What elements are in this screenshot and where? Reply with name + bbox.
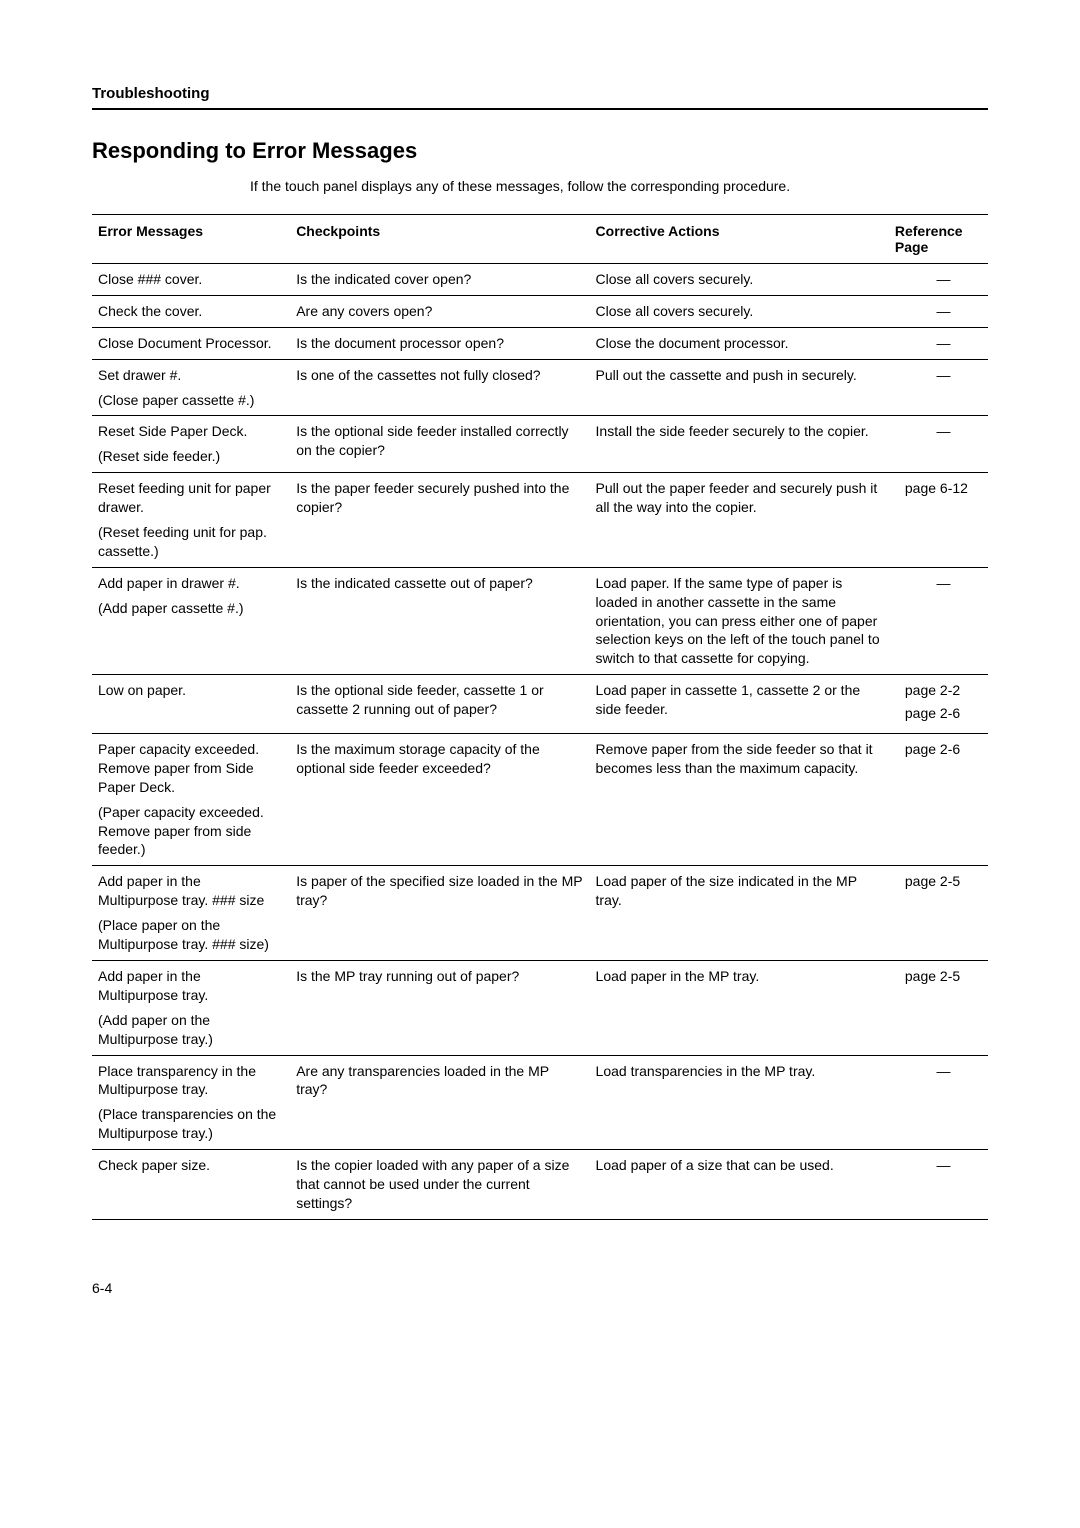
table-row: Reset feeding unit for paper drawer. (Re…: [92, 473, 988, 568]
cell-ref: page 6-12: [889, 473, 988, 568]
table-row: Close Document Processor. Is the documen…: [92, 327, 988, 359]
cell-chk: Is the optional side feeder, cassette 1 …: [290, 675, 589, 734]
cell-msg: Low on paper.: [92, 675, 290, 734]
intro-text: If the touch panel displays any of these…: [250, 178, 988, 194]
cell-act: Load paper of a size that can be used.: [590, 1150, 889, 1220]
cell-msg: Add paper in the Multipurpose tray. ### …: [92, 866, 290, 961]
table-row: Add paper in drawer #. (Add paper casset…: [92, 567, 988, 674]
cell-msg: Add paper in drawer #. (Add paper casset…: [92, 567, 290, 674]
cell-msg: Check paper size.: [92, 1150, 290, 1220]
cell-act: Remove paper from the side feeder so tha…: [590, 734, 889, 866]
cell-chk: Is the indicated cassette out of paper?: [290, 567, 589, 674]
cell-ref: —: [889, 416, 988, 473]
table-row: Check the cover. Are any covers open? Cl…: [92, 295, 988, 327]
table-row: Place transparency in the Multipurpose t…: [92, 1055, 988, 1150]
cell-act: Load paper of the size indicated in the …: [590, 866, 889, 961]
cell-ref: —: [889, 1055, 988, 1150]
cell-chk: Is the copier loaded with any paper of a…: [290, 1150, 589, 1220]
cell-ref: —: [889, 567, 988, 674]
cell-ref: —: [889, 1150, 988, 1220]
cell-act: Load transparencies in the MP tray.: [590, 1055, 889, 1150]
cell-act: Load paper in the MP tray.: [590, 960, 889, 1055]
cell-act: Close all covers securely.: [590, 264, 889, 296]
cell-chk: Is one of the cassettes not fully closed…: [290, 359, 589, 416]
cell-ref: page 2-5: [889, 866, 988, 961]
table-header-row: Error Messages Checkpoints Corrective Ac…: [92, 215, 988, 264]
cell-msg: Add paper in the Multipurpose tray. (Add…: [92, 960, 290, 1055]
cell-act: Load paper. If the same type of paper is…: [590, 567, 889, 674]
cell-ref: page 2-6: [889, 734, 988, 866]
col-header-actions: Corrective Actions: [590, 215, 889, 264]
cell-msg: Reset feeding unit for paper drawer. (Re…: [92, 473, 290, 568]
section-header: Troubleshooting: [92, 85, 988, 102]
cell-msg: Check the cover.: [92, 295, 290, 327]
cell-ref: page 2-2 page 2-6: [889, 675, 988, 734]
page-number: 6-4: [92, 1280, 988, 1296]
table-row: Add paper in the Multipurpose tray. (Add…: [92, 960, 988, 1055]
table-row: Close ### cover. Is the indicated cover …: [92, 264, 988, 296]
header-rule: [92, 108, 988, 110]
cell-act: Load paper in cassette 1, cassette 2 or …: [590, 675, 889, 734]
table-row: Check paper size. Is the copier loaded w…: [92, 1150, 988, 1220]
cell-chk: Is the optional side feeder installed co…: [290, 416, 589, 473]
cell-ref: —: [889, 295, 988, 327]
cell-chk: Is the maximum storage capacity of the o…: [290, 734, 589, 866]
cell-chk: Is paper of the specified size loaded in…: [290, 866, 589, 961]
table-row: Add paper in the Multipurpose tray. ### …: [92, 866, 988, 961]
cell-chk: Are any transparencies loaded in the MP …: [290, 1055, 589, 1150]
cell-chk: Is the indicated cover open?: [290, 264, 589, 296]
page-title: Responding to Error Messages: [92, 138, 988, 164]
cell-act: Pull out the paper feeder and securely p…: [590, 473, 889, 568]
cell-act: Install the side feeder securely to the …: [590, 416, 889, 473]
error-table: Error Messages Checkpoints Corrective Ac…: [92, 214, 988, 1220]
cell-msg: Set drawer #. (Close paper cassette #.): [92, 359, 290, 416]
col-header-reference: Reference Page: [889, 215, 988, 264]
cell-chk: Are any covers open?: [290, 295, 589, 327]
cell-ref: —: [889, 264, 988, 296]
cell-msg: Paper capacity exceeded. Remove paper fr…: [92, 734, 290, 866]
cell-chk: Is the document processor open?: [290, 327, 589, 359]
cell-msg: Reset Side Paper Deck. (Reset side feede…: [92, 416, 290, 473]
table-row: Reset Side Paper Deck. (Reset side feede…: [92, 416, 988, 473]
cell-chk: Is the MP tray running out of paper?: [290, 960, 589, 1055]
cell-msg: Close Document Processor.: [92, 327, 290, 359]
cell-ref: page 2-5: [889, 960, 988, 1055]
cell-ref: —: [889, 327, 988, 359]
table-row: Set drawer #. (Close paper cassette #.) …: [92, 359, 988, 416]
cell-ref: —: [889, 359, 988, 416]
cell-msg: Place transparency in the Multipurpose t…: [92, 1055, 290, 1150]
table-row: Low on paper. Is the optional side feede…: [92, 675, 988, 734]
cell-act: Close the document processor.: [590, 327, 889, 359]
col-header-checkpoints: Checkpoints: [290, 215, 589, 264]
cell-act: Pull out the cassette and push in secure…: [590, 359, 889, 416]
cell-act: Close all covers securely.: [590, 295, 889, 327]
col-header-messages: Error Messages: [92, 215, 290, 264]
cell-chk: Is the paper feeder securely pushed into…: [290, 473, 589, 568]
table-row: Paper capacity exceeded. Remove paper fr…: [92, 734, 988, 866]
cell-msg: Close ### cover.: [92, 264, 290, 296]
